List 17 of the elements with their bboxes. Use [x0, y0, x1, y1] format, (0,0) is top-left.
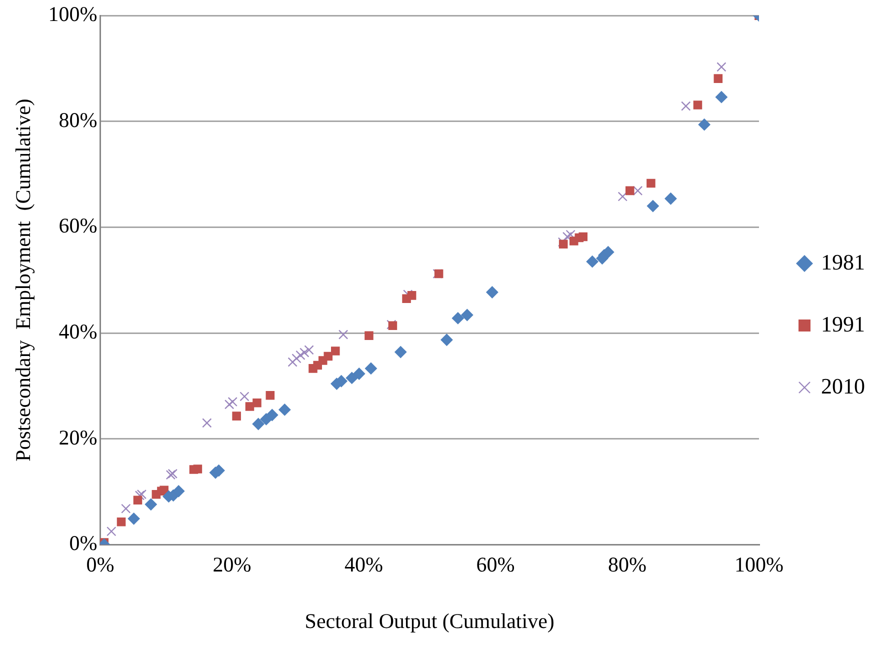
y-tick-label: 60% — [58, 214, 98, 238]
x-axis-title: Sectoral Output (Cumulative) — [304, 608, 554, 633]
legend-label: 2010 — [821, 373, 865, 398]
x-tick-label: 40% — [344, 552, 383, 577]
y-tick-label: 0% — [69, 531, 98, 556]
y-tick-label: 100% — [48, 2, 98, 26]
x-tick-label: 0% — [86, 552, 114, 577]
x-tick-label: 100% — [734, 552, 784, 577]
y-tick-label: 20% — [58, 425, 98, 450]
legend-label: 1981 — [821, 249, 865, 274]
x-tick-label: 20% — [212, 552, 252, 577]
y-axis-title: Postsecondary Employment (Cumulative) — [11, 98, 36, 462]
legend-label: 1991 — [821, 311, 865, 336]
x-tick-label: 60% — [476, 552, 515, 577]
x-tick-label: 80% — [608, 552, 646, 577]
y-tick-label: 40% — [58, 320, 98, 344]
y-tick-label: 80% — [58, 108, 98, 132]
